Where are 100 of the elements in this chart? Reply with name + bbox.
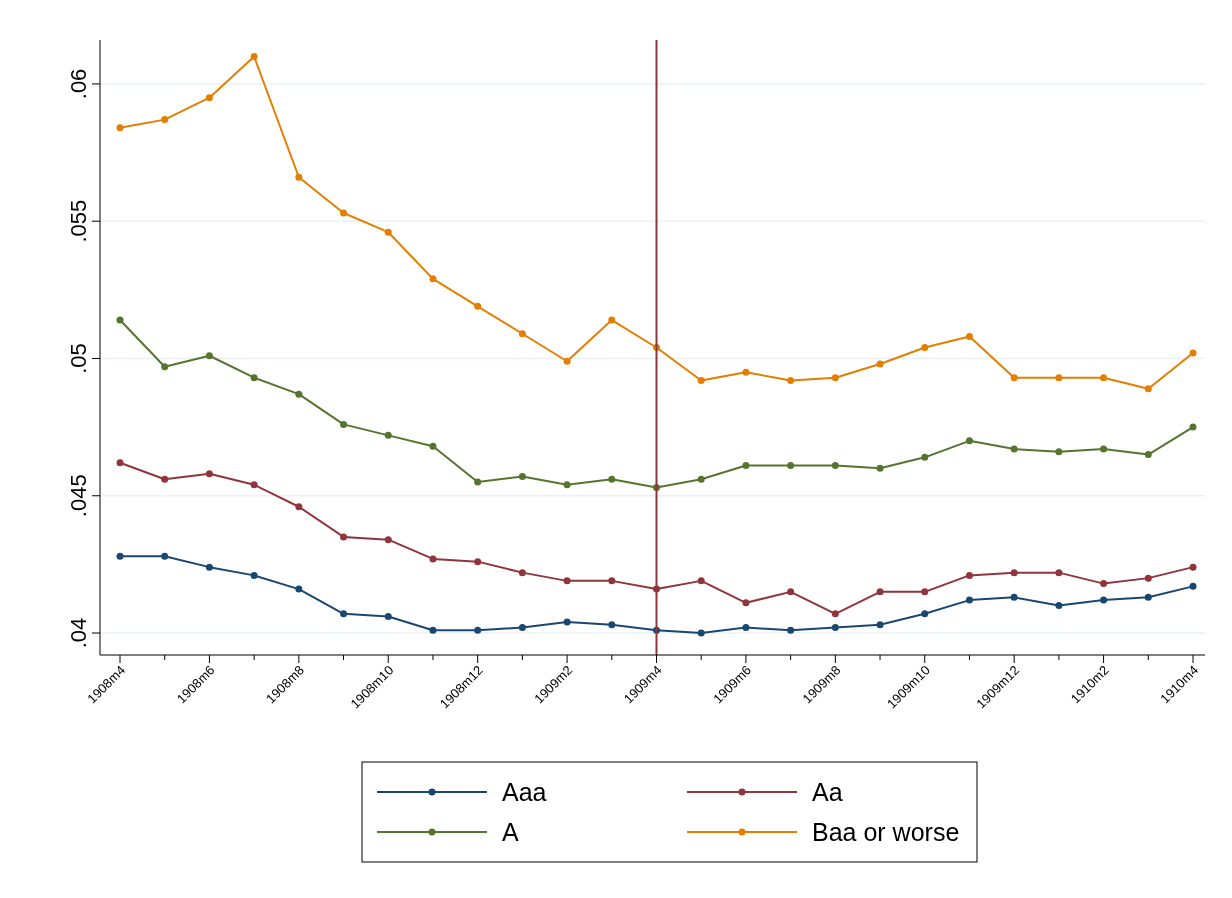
point [250, 571, 258, 579]
point [697, 629, 705, 637]
point [1055, 374, 1063, 382]
point [921, 588, 929, 596]
y-tick-label: .045 [66, 474, 91, 518]
point [384, 228, 392, 236]
point [1055, 569, 1063, 577]
point [429, 275, 437, 283]
point [1100, 596, 1108, 604]
point [876, 588, 884, 596]
point [831, 624, 839, 632]
point [608, 577, 616, 585]
point [1010, 593, 1018, 601]
point [831, 610, 839, 618]
point [295, 390, 303, 398]
point [384, 431, 392, 439]
point [116, 316, 124, 324]
point [429, 442, 437, 450]
point [921, 344, 929, 351]
point [518, 569, 526, 577]
point [1100, 445, 1108, 453]
point [831, 462, 839, 470]
point [429, 626, 437, 634]
point [250, 374, 258, 382]
y-tick-label: .04 [66, 617, 91, 649]
point [921, 610, 929, 618]
point [831, 374, 839, 382]
point [563, 357, 571, 365]
point [116, 124, 124, 132]
point [787, 588, 795, 596]
point [608, 475, 616, 483]
point [563, 481, 571, 489]
point [876, 464, 884, 472]
point [116, 459, 124, 467]
point [1144, 574, 1152, 582]
point [1189, 582, 1197, 590]
point [518, 624, 526, 632]
legend-label: Aaa [502, 778, 547, 806]
point [563, 577, 571, 585]
point [205, 352, 213, 360]
point [116, 552, 124, 560]
point [250, 481, 258, 489]
point [161, 363, 169, 371]
point [563, 618, 571, 626]
point [161, 116, 169, 124]
point [742, 462, 750, 470]
point [384, 536, 392, 544]
legend-label: A [502, 818, 519, 846]
point [965, 333, 973, 341]
point [876, 621, 884, 629]
point [205, 470, 213, 478]
point [429, 555, 437, 563]
point [876, 360, 884, 368]
point [608, 621, 616, 629]
point [250, 52, 258, 60]
point [474, 626, 482, 634]
point [1189, 423, 1197, 431]
point [340, 610, 348, 618]
point [1189, 349, 1197, 357]
point [697, 376, 705, 384]
point [161, 552, 169, 560]
point [965, 437, 973, 445]
point [1010, 374, 1018, 382]
point [474, 558, 482, 566]
point [340, 420, 348, 428]
point [340, 209, 348, 217]
point [1100, 580, 1108, 588]
point [295, 585, 303, 593]
point [474, 302, 482, 310]
point [518, 330, 526, 338]
point [742, 368, 750, 376]
point [608, 316, 616, 324]
point [340, 533, 348, 541]
point [384, 613, 392, 621]
point [697, 475, 705, 483]
point [965, 596, 973, 604]
point [518, 473, 526, 481]
point [205, 563, 213, 571]
point [787, 376, 795, 384]
point [1055, 448, 1063, 456]
point [1100, 374, 1108, 382]
point [295, 173, 303, 181]
point [787, 626, 795, 634]
y-tick-label: .05 [66, 343, 91, 374]
point [295, 503, 303, 511]
legend-label: Aa [812, 778, 843, 806]
point [1189, 563, 1197, 571]
point [742, 624, 750, 632]
point [1144, 451, 1152, 459]
y-tick-label: .06 [66, 68, 91, 100]
point [161, 475, 169, 483]
point [1010, 569, 1018, 577]
y-tick-label: .055 [66, 199, 91, 243]
point [787, 462, 795, 470]
point [697, 577, 705, 585]
point [742, 599, 750, 607]
point [921, 453, 929, 461]
legend-label: Baa or worse [812, 818, 960, 846]
point [1144, 385, 1152, 393]
point [474, 478, 482, 486]
